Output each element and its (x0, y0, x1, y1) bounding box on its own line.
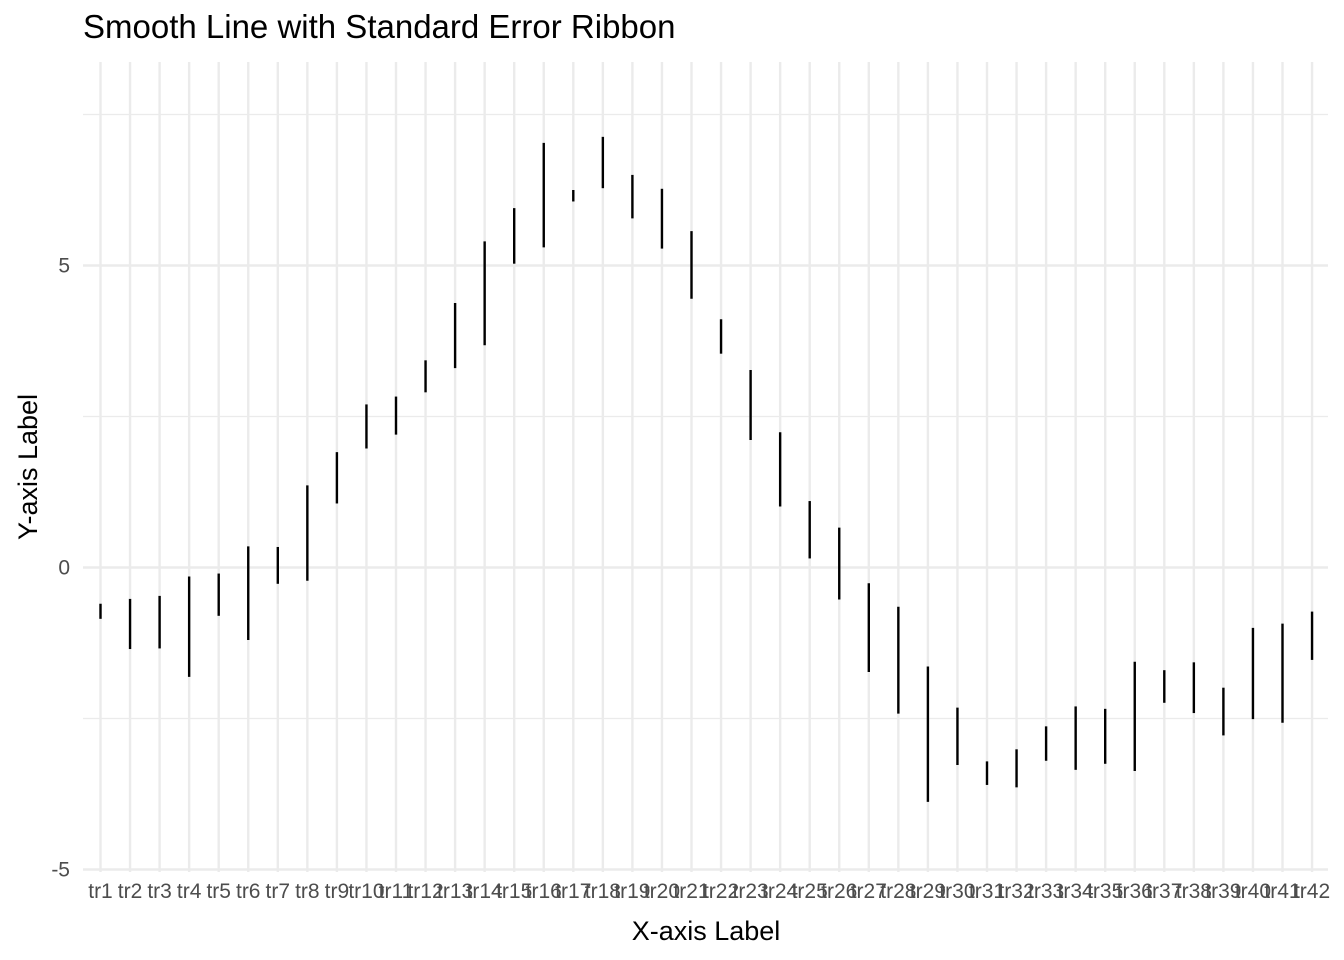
x-tick-label: tr3 (147, 880, 172, 903)
x-tick-label: tr11 (379, 880, 414, 903)
x-tick-labels: tr1 tr2 tr3 tr4 tr5 tr6 tr7 tr8 tr9 tr10tr11tr12t… (88, 880, 1330, 903)
x-tick-label: tr36 (1117, 880, 1153, 903)
chart-title: Smooth Line with Standard Error Ribbon (83, 8, 676, 45)
x-tick-label: tr26 (821, 880, 857, 903)
x-tick-label: tr37 (1146, 880, 1182, 903)
x-tick-label: tr12 (407, 880, 443, 903)
x-tick-label: tr8 (295, 880, 320, 903)
x-tick-label: tr23 (733, 880, 769, 903)
x-tick-label: tr39 (1205, 880, 1241, 903)
x-axis-title: X-axis Label (632, 916, 781, 946)
x-tick-label: tr33 (1028, 880, 1064, 903)
x-tick-label: tr35 (1087, 880, 1123, 903)
x-tick-label: tr21 (673, 880, 709, 903)
x-tick-label: tr22 (703, 880, 739, 903)
y-tick-label: -5 (51, 859, 70, 882)
x-tick-label: tr1 (88, 880, 113, 903)
x-tick-label: tr24 (762, 880, 799, 903)
x-tick-label: tr42 (1294, 880, 1330, 903)
x-tick-label: tr18 (585, 880, 621, 903)
x-tick-label: tr4 (177, 880, 202, 903)
x-tick-label: tr32 (998, 880, 1034, 903)
x-tick-label: tr38 (1176, 880, 1212, 903)
x-tick-label: tr15 (496, 880, 532, 903)
x-tick-label: tr20 (644, 880, 680, 903)
x-tick-label: tr2 (118, 880, 143, 903)
x-tick-label: tr41 (1264, 880, 1300, 903)
x-tick-label: tr7 (266, 880, 291, 903)
x-tick-label: tr27 (851, 880, 887, 903)
x-tick-label: tr17 (555, 880, 591, 903)
x-tick-label: tr30 (939, 880, 975, 903)
x-tick-label: tr16 (526, 880, 562, 903)
y-axis-title: Y-axis Label (13, 394, 43, 540)
y-tick-label: 0 (58, 557, 70, 580)
x-tick-label: tr13 (437, 880, 473, 903)
x-tick-label: tr25 (792, 880, 828, 903)
x-tick-label: tr10 (348, 880, 384, 903)
x-tick-label: tr34 (1058, 880, 1095, 903)
x-tick-label: tr19 (614, 880, 650, 903)
x-tick-label: tr9 (325, 880, 350, 903)
y-tick-labels: -5 0 5 (51, 255, 70, 882)
x-tick-label: tr31 (969, 880, 1005, 903)
x-tick-label: tr6 (236, 880, 261, 903)
x-tick-label: tr29 (910, 880, 946, 903)
x-tick-label: tr14 (467, 880, 504, 903)
grid-layer (83, 62, 1328, 872)
x-tick-label: tr40 (1235, 880, 1271, 903)
x-tick-label: tr5 (206, 880, 231, 903)
y-tick-label: 5 (58, 255, 70, 278)
error-bars (99, 136, 1314, 802)
x-tick-label: tr28 (880, 880, 916, 903)
